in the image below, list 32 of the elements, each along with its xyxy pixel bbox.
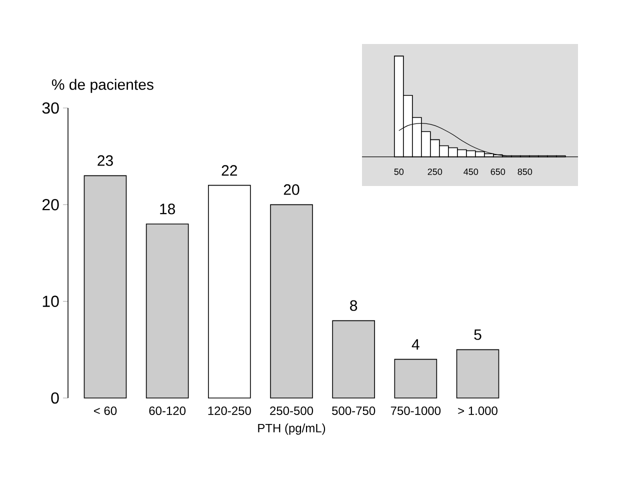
bar xyxy=(270,204,313,398)
x-tick-label: < 60 xyxy=(94,406,117,416)
x-tick-label: 250-500 xyxy=(270,406,314,416)
x-tick-label: 120-250 xyxy=(208,406,251,416)
data-label: 23 xyxy=(98,155,113,166)
data-label: 5 xyxy=(474,329,482,340)
y-axis-title: % de pacientes xyxy=(52,78,154,93)
x-axis-title: PTH (pg/mL) xyxy=(258,424,326,435)
data-label: 22 xyxy=(222,165,238,176)
y-tick-label: 10 xyxy=(42,296,59,307)
y-tick-label: 0 xyxy=(51,392,59,404)
bar xyxy=(208,184,251,398)
x-tick-label: 60-120 xyxy=(149,406,186,416)
bar xyxy=(394,358,438,398)
x-tick-label: 850 xyxy=(518,168,532,175)
data-label: 18 xyxy=(160,204,176,214)
bar xyxy=(332,320,375,398)
bar xyxy=(84,175,127,398)
x-tick-label: > 1.000 xyxy=(458,406,498,416)
data-label: 8 xyxy=(350,300,358,311)
x-tick-label: 250 xyxy=(428,168,442,175)
bar xyxy=(456,349,500,398)
data-label: 4 xyxy=(412,339,420,350)
x-tick-label: 650 xyxy=(490,168,506,175)
x-tick-label: 50 xyxy=(394,168,404,175)
x-tick-label: 750-1000 xyxy=(390,406,441,416)
x-tick-label: 450 xyxy=(464,168,478,175)
data-label: 20 xyxy=(284,184,300,195)
bar xyxy=(146,224,189,398)
y-tick-label: 20 xyxy=(42,199,59,210)
x-tick-label: 500-750 xyxy=(332,406,376,416)
y-tick-label: 30 xyxy=(42,102,59,114)
